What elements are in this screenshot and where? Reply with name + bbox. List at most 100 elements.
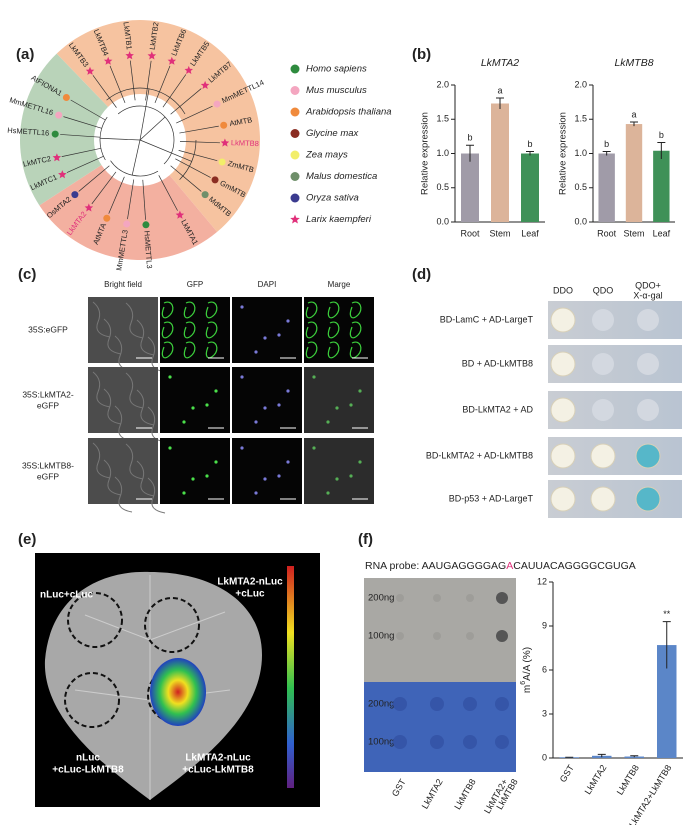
merge-overlay	[304, 438, 374, 504]
nucleus	[240, 446, 244, 450]
blot-dot	[396, 632, 404, 640]
gfp-signal	[305, 321, 318, 339]
blot-dot	[393, 697, 407, 711]
error-bar	[630, 755, 639, 758]
infiltration-circle	[144, 597, 200, 653]
sample-label: LkMTA2-nLuc	[185, 753, 251, 764]
panel-label: (e)	[18, 531, 36, 548]
colony	[550, 397, 576, 423]
gfp-signal	[161, 321, 174, 339]
nucleus	[182, 491, 186, 495]
row-label: BD-p53 + AD-LargeT	[449, 493, 534, 503]
gfp-signal	[327, 341, 340, 359]
nucleus	[312, 375, 316, 379]
species-marker	[213, 100, 221, 108]
species-marker	[103, 214, 111, 222]
rna-probe-part: CAUUACAGGGGCGUGA	[513, 560, 636, 572]
cell-outline	[136, 319, 155, 356]
x-tick-label: Leaf	[653, 228, 671, 238]
nucleus	[335, 406, 339, 410]
x-tick-label: Leaf	[521, 228, 539, 238]
legend-label: Arabidopsis thaliana	[305, 107, 392, 118]
nucleus	[182, 420, 186, 424]
nucleus	[254, 491, 258, 495]
column-header: QDO	[593, 285, 614, 295]
bar	[491, 103, 509, 222]
color-scale	[287, 566, 294, 788]
panel-label: (d)	[412, 266, 431, 283]
row-label: 35S:eGFP	[28, 324, 68, 334]
significance-label: b	[659, 130, 664, 140]
gfp-signal	[327, 321, 340, 339]
nucleus	[191, 477, 195, 481]
tree-branch	[175, 158, 211, 178]
tree-branch	[66, 155, 104, 173]
species-marker	[184, 65, 193, 74]
tree-branch	[139, 88, 150, 141]
nucleus	[286, 319, 290, 323]
legend-marker	[290, 86, 300, 95]
legend-label: Zea mays	[305, 150, 348, 161]
micrograph	[232, 367, 302, 433]
panel-label: (a)	[16, 46, 34, 63]
colony	[637, 353, 659, 375]
tree-branch	[179, 141, 220, 144]
leaf-label: LkMTB1	[122, 21, 134, 50]
nucleus	[286, 389, 290, 393]
significance-label: **	[663, 609, 671, 619]
species-marker	[218, 158, 226, 166]
species-marker	[167, 56, 177, 65]
infiltration-circle	[67, 592, 123, 648]
cell-outline	[92, 371, 111, 408]
blot-dot	[466, 632, 474, 640]
blot-dot	[495, 697, 509, 711]
panel-label: (f)	[358, 531, 373, 548]
nucleus	[277, 474, 281, 478]
significance-label: a	[497, 85, 502, 95]
bar	[657, 645, 677, 758]
bar	[598, 153, 615, 222]
micrograph	[88, 297, 158, 363]
column-header: DDO	[553, 285, 573, 295]
y-axis-label-part: A/A (%)	[522, 647, 533, 681]
species-marker	[175, 210, 185, 219]
species-marker	[52, 153, 62, 162]
blot-dot	[496, 630, 508, 642]
tree-branch	[170, 165, 202, 192]
micrograph	[160, 438, 230, 504]
bar	[521, 153, 539, 222]
tree-branch	[142, 179, 146, 220]
gfp-signal	[183, 321, 196, 339]
error-bar	[630, 121, 638, 127]
sample-label: +cLuc-LkMTB8	[182, 765, 254, 776]
column-label: LkMTB8	[452, 777, 477, 811]
row-label: BD + AD-LkMTB8	[462, 358, 533, 368]
tree-branch	[92, 75, 117, 108]
column-header: GFP	[187, 280, 203, 289]
tree-branch	[63, 116, 102, 129]
nucleus	[358, 460, 362, 464]
y-tick-label: 2.0	[574, 79, 587, 89]
clade-sector	[39, 140, 218, 260]
tree-branch	[117, 105, 175, 165]
gfp-signal	[161, 341, 174, 359]
leaf-label: HsMETTL16	[7, 126, 50, 138]
legend-label: Larix kaempferi	[306, 214, 372, 225]
gfp-signal	[305, 301, 318, 319]
tree-branch	[145, 60, 152, 101]
bar	[461, 153, 479, 222]
blot-dot	[496, 592, 508, 604]
y-axis-label-part: 6	[520, 681, 527, 685]
row-label: BD-LkMTA2 + AD	[462, 404, 533, 414]
micrograph	[232, 438, 302, 504]
nucleus	[254, 420, 258, 424]
species-marker	[220, 121, 228, 129]
legend-marker	[290, 214, 300, 224]
tree-branch	[178, 150, 218, 162]
significance-label: b	[467, 133, 472, 143]
species-marker	[211, 176, 219, 184]
row-label: BD-LamC + AD-LargeT	[440, 314, 534, 324]
legend-label: Malus domestica	[306, 171, 377, 182]
tree-branch	[179, 125, 219, 134]
